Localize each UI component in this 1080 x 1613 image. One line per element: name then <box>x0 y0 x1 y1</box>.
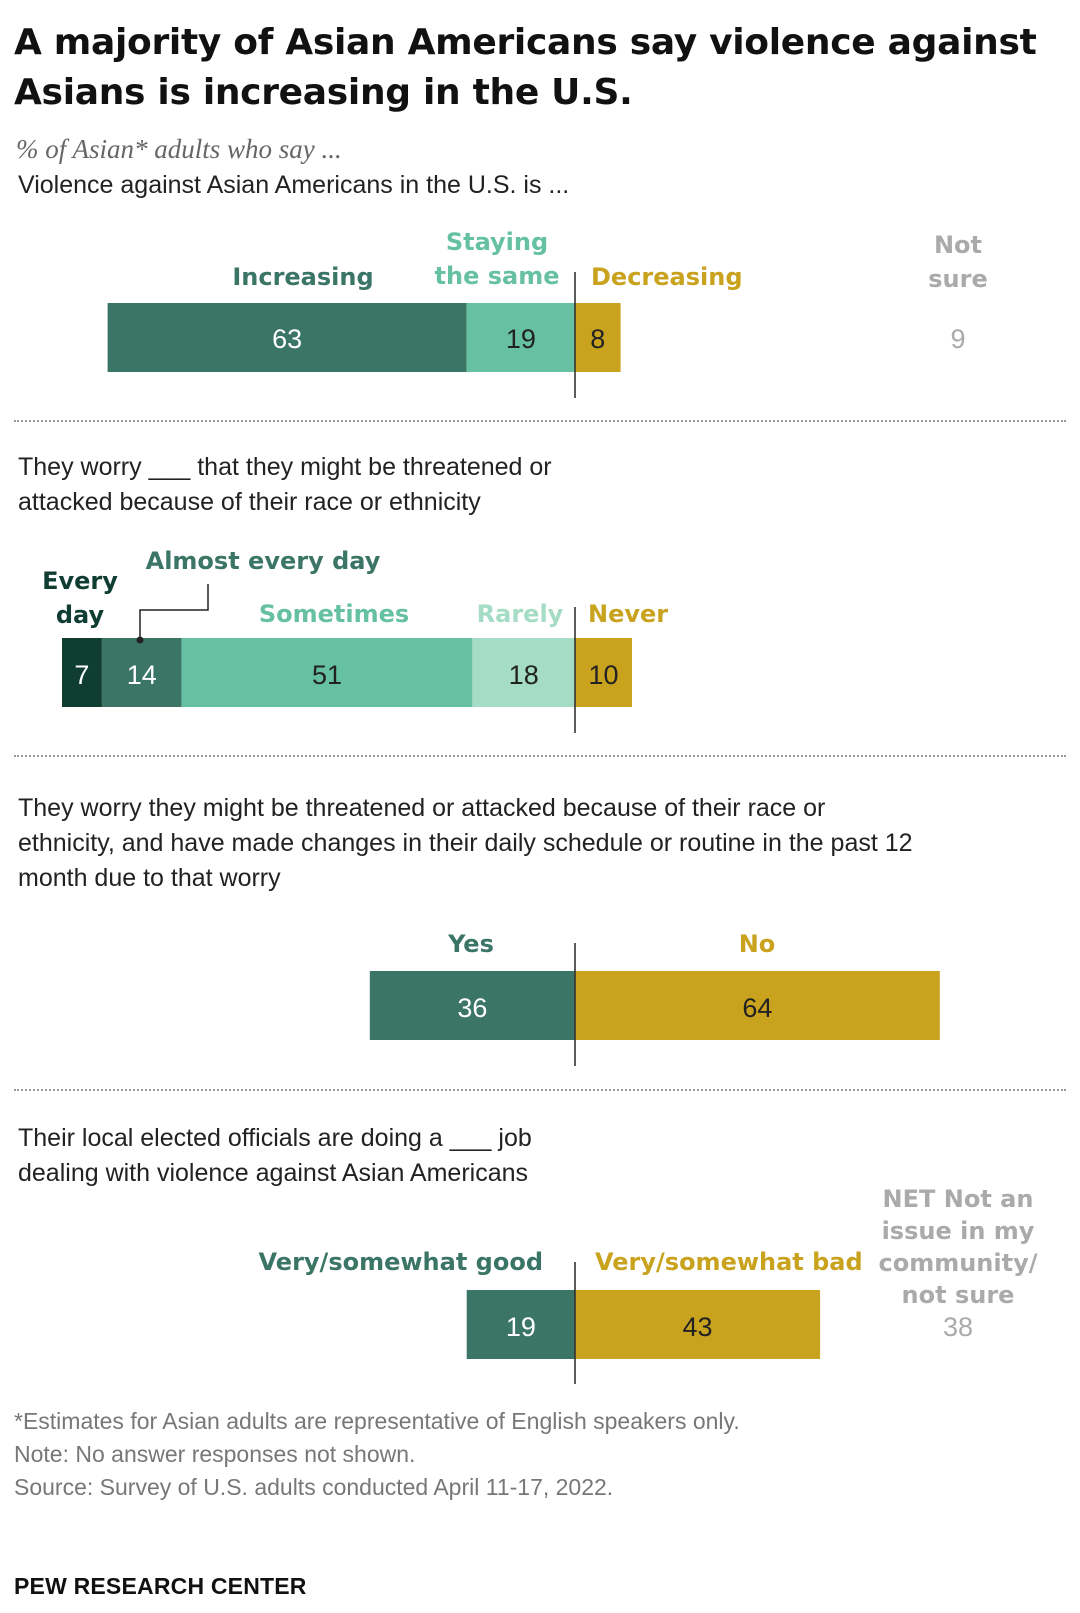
label-staying-same: Staying the same <box>435 228 560 290</box>
panel-4-question: Their local elected officials are doing … <box>18 1124 532 1187</box>
label-not-an-issue: NET Not an issue in my community/not sure <box>878 1185 1037 1309</box>
chart-subtitle: % of Asian* adults who say ... <box>16 134 342 164</box>
value-not-an-issue: 38 <box>943 1312 973 1342</box>
bar-sometimes <box>181 638 473 707</box>
divider-3 <box>14 1089 1066 1091</box>
panel-1-question: Violence against Asian Americans in the … <box>18 171 570 199</box>
bar-staying-same <box>466 303 575 372</box>
label-good: Very/somewhat good <box>259 1248 543 1276</box>
label-bad: Very/somewhat bad <box>595 1248 863 1276</box>
bar-never <box>575 638 632 707</box>
footnote-source: Source: Survey of U.S. adults conducted … <box>14 1474 614 1500</box>
bar-no <box>575 971 940 1040</box>
value-sometimes: 51 <box>312 660 342 690</box>
value-never: 10 <box>588 660 618 690</box>
label-decreasing: Decreasing <box>591 263 743 291</box>
bar-bad <box>575 1290 821 1359</box>
label-sometimes: Sometimes <box>259 600 409 628</box>
value-rarely: 18 <box>509 660 539 690</box>
footnote-asterisk: *Estimates for Asian adults are represen… <box>14 1408 740 1434</box>
label-increasing: Increasing <box>232 263 373 291</box>
footnote-note: Note: No answer responses not shown. <box>14 1441 416 1467</box>
label-yes: Yes <box>447 930 494 958</box>
value-every-day: 7 <box>74 660 89 690</box>
panel-2-question: They worry ___ that they might be threat… <box>18 453 552 516</box>
value-yes: 36 <box>457 993 487 1023</box>
label-never: Never <box>588 600 668 628</box>
value-staying-same: 19 <box>506 324 536 354</box>
value-good: 19 <box>506 1312 536 1342</box>
divider-1 <box>14 420 1066 422</box>
value-not-sure: 9 <box>950 324 965 354</box>
bar-almost-every-day <box>101 638 182 707</box>
panel-3-question: They worry they might be threatened or a… <box>18 794 913 892</box>
value-decreasing: 8 <box>590 324 605 354</box>
label-every-day: Every day <box>42 567 118 629</box>
bar-rarely <box>472 638 575 707</box>
value-increasing: 63 <box>272 324 302 354</box>
bar-good <box>466 1290 575 1359</box>
label-no: No <box>739 930 776 958</box>
value-no: 64 <box>742 993 772 1023</box>
label-not-sure: Not sure <box>928 231 987 293</box>
bar-yes <box>369 971 575 1040</box>
value-almost-every-day: 14 <box>127 660 157 690</box>
label-almost-every-day: Almost every day <box>146 547 381 575</box>
brand-logo-text: PEW RESEARCH CENTER <box>14 1573 307 1599</box>
value-bad: 43 <box>683 1312 713 1342</box>
leader-almost-every-day <box>139 584 209 640</box>
chart-title: A majority of Asian Americans say violen… <box>14 22 1037 113</box>
bar-every-day <box>62 638 102 707</box>
label-rarely: Rarely <box>477 600 564 628</box>
divider-2 <box>14 755 1066 757</box>
bar-decreasing <box>575 303 621 372</box>
bar-increasing <box>107 303 467 372</box>
leader-dot-almost-every-day <box>136 636 144 644</box>
